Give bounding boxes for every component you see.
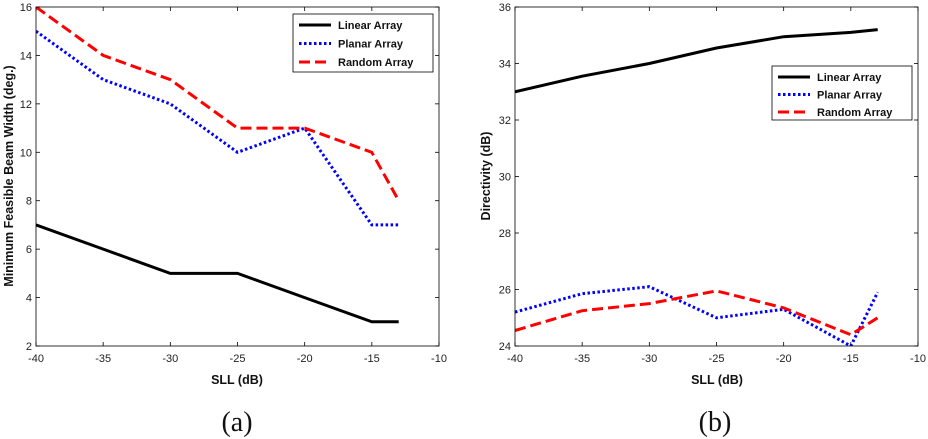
legend-label-random-array-b: Random Array <box>817 107 893 119</box>
legend-label-planar-array-a: Planar Array <box>338 39 404 51</box>
x-tick-label-a: -15 <box>364 353 380 365</box>
y-tick-label-b: 24 <box>499 341 511 353</box>
legend-label-linear-array-a: Linear Array <box>338 20 403 32</box>
chart-panel-a: -40 -35 -30 -25 -20 -15 -10 2 4 6 8 10 12 14 16 SLL (d… <box>2 2 447 438</box>
chart-panel-b: -40 -35 -30 -25 -20 -15 -10 24 26 28 30 32 34 36 SLL … <box>479 2 926 438</box>
plot-frame-b <box>514 6 919 347</box>
x-tick-label-b: -10 <box>910 353 926 365</box>
x-tick-label-a: -35 <box>95 353 111 365</box>
legend-a: Linear Array Planar Array Random Array <box>292 13 434 73</box>
series-line-planar-array-b <box>515 285 880 346</box>
x-tick-label-b: -20 <box>776 353 792 365</box>
y-tick-label-a: 8 <box>26 196 32 208</box>
y-tick-label-b: 36 <box>499 2 511 14</box>
y-tick-label-a: 2 <box>26 341 32 353</box>
x-axis-label-a: SLL (dB) <box>211 373 263 387</box>
legend-label-random-array-a: Random Array <box>338 57 414 69</box>
y-axis-label-b: Directivity (dB) <box>479 132 493 221</box>
legend-b: Linear Array Planar Array Random Array <box>771 65 913 121</box>
plot-area-b <box>515 7 918 346</box>
x-tick-label-b: -40 <box>507 353 523 365</box>
y-tick-label-a: 16 <box>20 2 32 14</box>
x-tick-label-b: -30 <box>641 353 657 365</box>
series-line-planar-array-a <box>36 29 399 227</box>
x-tick-label-b: -25 <box>709 353 725 365</box>
x-tick-label-b: -35 <box>574 353 590 365</box>
y-tick-label-b: 26 <box>499 285 511 297</box>
series-line-linear-array-b <box>515 28 878 94</box>
series-line-linear-array-a <box>36 223 399 324</box>
y-tick-label-a: 4 <box>26 293 32 305</box>
x-axis-label-b: SLL (dB) <box>691 373 743 387</box>
x-tick-label-a: -40 <box>28 353 44 365</box>
series-line-random-array-a <box>36 7 401 202</box>
caption-a: (a) <box>221 407 252 438</box>
x-tick-label-a: -20 <box>297 353 313 365</box>
y-tick-label-b: 30 <box>499 172 511 184</box>
plot-frame-a <box>35 6 440 347</box>
legend-label-linear-array-b: Linear Array <box>817 72 882 84</box>
y-tick-label-a: 10 <box>20 147 32 159</box>
y-tick-label-a: 6 <box>26 244 32 256</box>
y-tick-label-b: 28 <box>499 228 511 240</box>
y-tick-label-a: 12 <box>20 99 32 111</box>
legend-label-planar-array-b: Planar Array <box>817 90 883 102</box>
series-line-random-array-b <box>515 289 879 337</box>
x-tick-label-a: -25 <box>230 353 246 365</box>
x-tick-label-a: -10 <box>431 353 447 365</box>
y-tick-label-a: 14 <box>20 50 32 62</box>
y-axis-label-a: Minimum Feasible Beam Width (deg.) <box>2 65 16 286</box>
caption-b: (b) <box>699 407 732 438</box>
y-tick-label-b: 34 <box>499 59 511 71</box>
y-tick-label-b: 32 <box>499 115 511 127</box>
x-tick-label-a: -30 <box>162 353 178 365</box>
x-tick-label-b: -15 <box>843 353 859 365</box>
